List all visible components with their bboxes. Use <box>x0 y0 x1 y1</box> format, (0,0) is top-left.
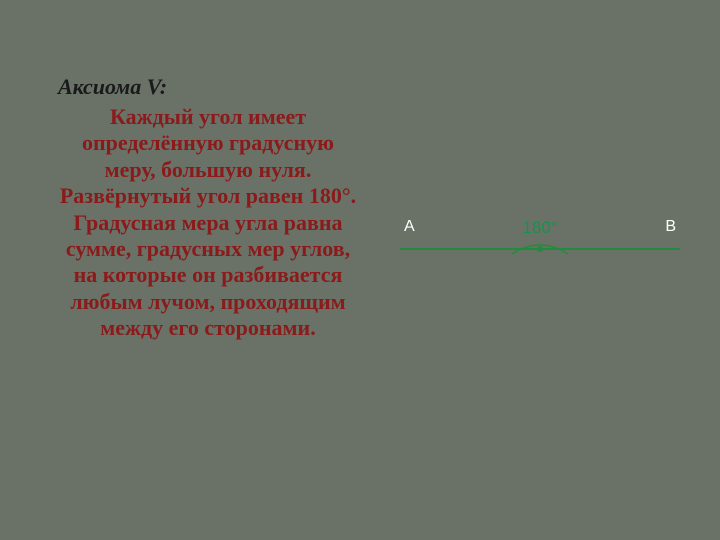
point-label-b: В <box>665 218 676 236</box>
angle-diagram: А 180° В <box>400 218 680 264</box>
axiom-body: Каждый угол имеет определённую градусную… <box>58 104 358 342</box>
line-segment-icon <box>400 244 680 254</box>
axiom-title: Аксиома V: <box>58 74 358 100</box>
point-label-a: А <box>404 218 415 236</box>
line-container <box>400 244 680 264</box>
text-block: Аксиома V: Каждый угол имеет определённу… <box>58 74 358 342</box>
